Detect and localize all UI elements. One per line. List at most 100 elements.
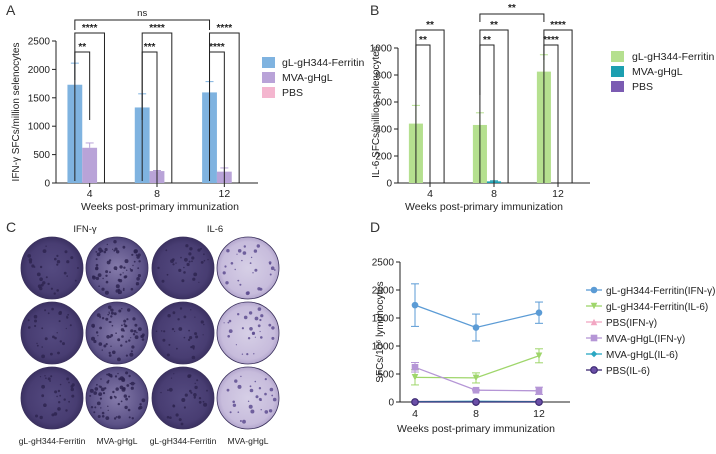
panel-a-marks: ****** ***************ns (67, 8, 240, 183)
elispot-spot (250, 409, 255, 414)
elispot-spot (160, 330, 163, 332)
elispot-spot (117, 402, 121, 406)
elispot-spot (108, 311, 110, 313)
elispot-spot (56, 263, 59, 266)
elispot-spot (124, 275, 128, 278)
elispot-spot (58, 401, 61, 404)
panel-b-ytick-label: 200 (375, 152, 392, 163)
elispot-spot (31, 264, 35, 268)
elispot-spot (59, 310, 62, 314)
legend-b-swatch-ferritin (611, 51, 624, 62)
elispot-spot (130, 287, 134, 291)
elispot-spot (184, 393, 188, 397)
elispot-spot (47, 312, 50, 315)
elispot-spot (131, 345, 135, 349)
elispot-spot (197, 248, 201, 252)
elispot-spot (271, 394, 274, 397)
elispot-spot (270, 266, 275, 271)
elispot-spot (183, 406, 186, 409)
panel-a-sig-label: **** (217, 23, 233, 34)
elispot-spot (107, 405, 109, 407)
elispot-spot (117, 338, 121, 342)
elispot-spot (226, 249, 230, 253)
elispot-spot (119, 376, 124, 381)
elispot-spot (240, 375, 242, 378)
elispot-spot (237, 279, 240, 282)
elispot-spot (110, 345, 112, 347)
elispot-spot (198, 281, 200, 283)
elispot-spot (94, 406, 97, 409)
elispot-spot (53, 292, 56, 295)
elispot-spot (242, 251, 247, 255)
elispot-spot (166, 353, 170, 357)
elispot-spot (137, 267, 140, 270)
elispot-spot (45, 276, 48, 279)
elispot-spot (64, 250, 68, 254)
elispot-spot (50, 375, 53, 378)
panel-d-ytick-label: 0 (388, 398, 394, 409)
panel-a-ytick-label: 1500 (28, 93, 51, 104)
panel-d-point-1 (411, 374, 419, 381)
elispot-spot (129, 382, 132, 385)
elispot-spot (39, 415, 43, 420)
elispot-spot (105, 317, 109, 321)
elispot-spot (196, 379, 199, 382)
elispot-spot (259, 330, 261, 333)
elispot-spot (249, 388, 254, 393)
elispot-spot (36, 342, 38, 345)
elispot-spot (100, 387, 105, 392)
elispot-spot (264, 410, 269, 414)
elispot-spot (241, 327, 244, 330)
elispot-spot (189, 336, 193, 340)
elispot-spot (113, 240, 117, 244)
elispot-spot (39, 277, 43, 282)
panel-d-ylabel: SFCs/10⁶ lymphocytes (375, 281, 386, 382)
legend-d-marker (590, 366, 598, 374)
elispot-spot (74, 279, 77, 282)
elispot-spot (239, 283, 242, 286)
panel-b-sig-label: **** (550, 20, 566, 31)
elispot-spot (112, 390, 115, 394)
elispot-well (216, 301, 280, 365)
elispot-spot (47, 282, 50, 286)
legend-d-marker (590, 302, 598, 310)
elispot-spot (132, 317, 136, 321)
elispot-spot (100, 249, 104, 253)
elispot-spot (100, 407, 102, 409)
legend-d-label-5: MVA-gHgL(IL-6) (606, 350, 678, 361)
elispot-spot (105, 416, 110, 420)
legend-d-marker (590, 334, 598, 342)
elispot-spot (260, 409, 262, 411)
elispot-spot (130, 269, 134, 272)
elispot-spot (123, 287, 125, 290)
elispot-spot (128, 416, 131, 419)
panel-a-sig-label: ** (78, 42, 86, 53)
elispot-spot (180, 422, 184, 426)
elispot-spot (70, 387, 75, 392)
elispot-spot (63, 398, 66, 401)
panel-a-xtick-label: 8 (154, 188, 160, 200)
elispot-spot (246, 353, 249, 356)
elispot-spot (126, 269, 128, 271)
elispot-spot (95, 276, 100, 281)
panel-a-ytick-label: 2500 (28, 37, 51, 48)
elispot-spot (41, 354, 45, 359)
elispot-spot (95, 263, 99, 267)
elispot-spot (132, 264, 134, 267)
elispot-spot (54, 390, 58, 394)
elispot-spot (56, 395, 58, 398)
panel-d-point-1 (535, 352, 543, 360)
elispot-spot (121, 335, 124, 338)
elispot-spot (260, 336, 263, 339)
elispot-spot (242, 419, 246, 424)
panel-a-sig-bracket (141, 32, 173, 183)
panel-b-sig-bracket (415, 29, 445, 183)
elispot-spot (202, 334, 204, 336)
elispot-spot (234, 379, 238, 383)
elispot-spot (90, 406, 94, 409)
elispot-spot (120, 328, 125, 332)
elispot-spot (188, 252, 192, 256)
elispot-spot (249, 262, 252, 264)
